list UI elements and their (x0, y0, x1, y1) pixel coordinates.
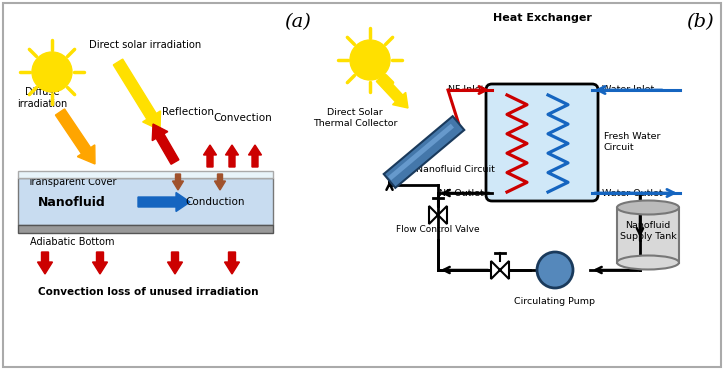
FancyBboxPatch shape (486, 84, 598, 201)
FancyArrow shape (248, 145, 261, 167)
Text: NF Outlet: NF Outlet (439, 188, 484, 198)
Circle shape (32, 52, 72, 92)
Text: Adiabatic Bottom: Adiabatic Bottom (30, 237, 114, 247)
Circle shape (350, 40, 390, 80)
Text: Nanofluid
Supply Tank: Nanofluid Supply Tank (620, 221, 676, 241)
FancyArrow shape (93, 252, 107, 274)
Text: Direct Solar
Thermal Collector: Direct Solar Thermal Collector (313, 108, 397, 128)
Text: Conduction: Conduction (185, 197, 245, 207)
Text: Fresh Water
Circuit: Fresh Water Circuit (604, 132, 660, 152)
Bar (617, 208, 679, 262)
FancyArrow shape (224, 252, 240, 274)
Polygon shape (429, 206, 447, 224)
Ellipse shape (617, 201, 679, 215)
Text: Direct solar irradiation: Direct solar irradiation (89, 40, 201, 50)
Text: Convection: Convection (214, 113, 272, 123)
Text: Circulating Pump: Circulating Pump (515, 297, 596, 306)
Ellipse shape (617, 256, 679, 269)
FancyArrow shape (114, 59, 161, 130)
FancyArrow shape (56, 109, 95, 164)
Text: Flow Control Valve: Flow Control Valve (396, 225, 480, 235)
Text: NF Inlet: NF Inlet (447, 85, 484, 94)
Polygon shape (388, 124, 454, 180)
FancyArrow shape (167, 252, 182, 274)
FancyArrow shape (38, 252, 53, 274)
FancyArrow shape (225, 145, 238, 167)
FancyArrow shape (214, 174, 225, 190)
Bar (18, 171, 273, 178)
FancyArrow shape (203, 145, 216, 167)
Text: Reflection: Reflection (162, 107, 214, 117)
Text: (b): (b) (686, 13, 714, 31)
Text: Convection loss of unused irradiation: Convection loss of unused irradiation (38, 287, 258, 297)
Text: Diffuse
irradiation: Diffuse irradiation (17, 87, 67, 109)
Text: Nanofluid Circuit: Nanofluid Circuit (416, 165, 494, 175)
FancyArrow shape (172, 174, 183, 190)
Text: (a): (a) (285, 13, 311, 31)
Bar (18, 225, 273, 233)
FancyArrow shape (152, 124, 179, 164)
FancyArrow shape (138, 192, 190, 212)
Polygon shape (491, 261, 509, 279)
Circle shape (537, 252, 573, 288)
Text: Transparent Cover: Transparent Cover (28, 177, 117, 187)
Text: Water Inlet: Water Inlet (602, 85, 654, 94)
Text: Nanofluid: Nanofluid (38, 195, 106, 209)
Polygon shape (384, 116, 464, 188)
Text: Water Outlet: Water Outlet (602, 188, 662, 198)
Bar (18, 178, 273, 225)
FancyArrow shape (376, 75, 408, 108)
Text: Heat Exchanger: Heat Exchanger (492, 13, 592, 23)
